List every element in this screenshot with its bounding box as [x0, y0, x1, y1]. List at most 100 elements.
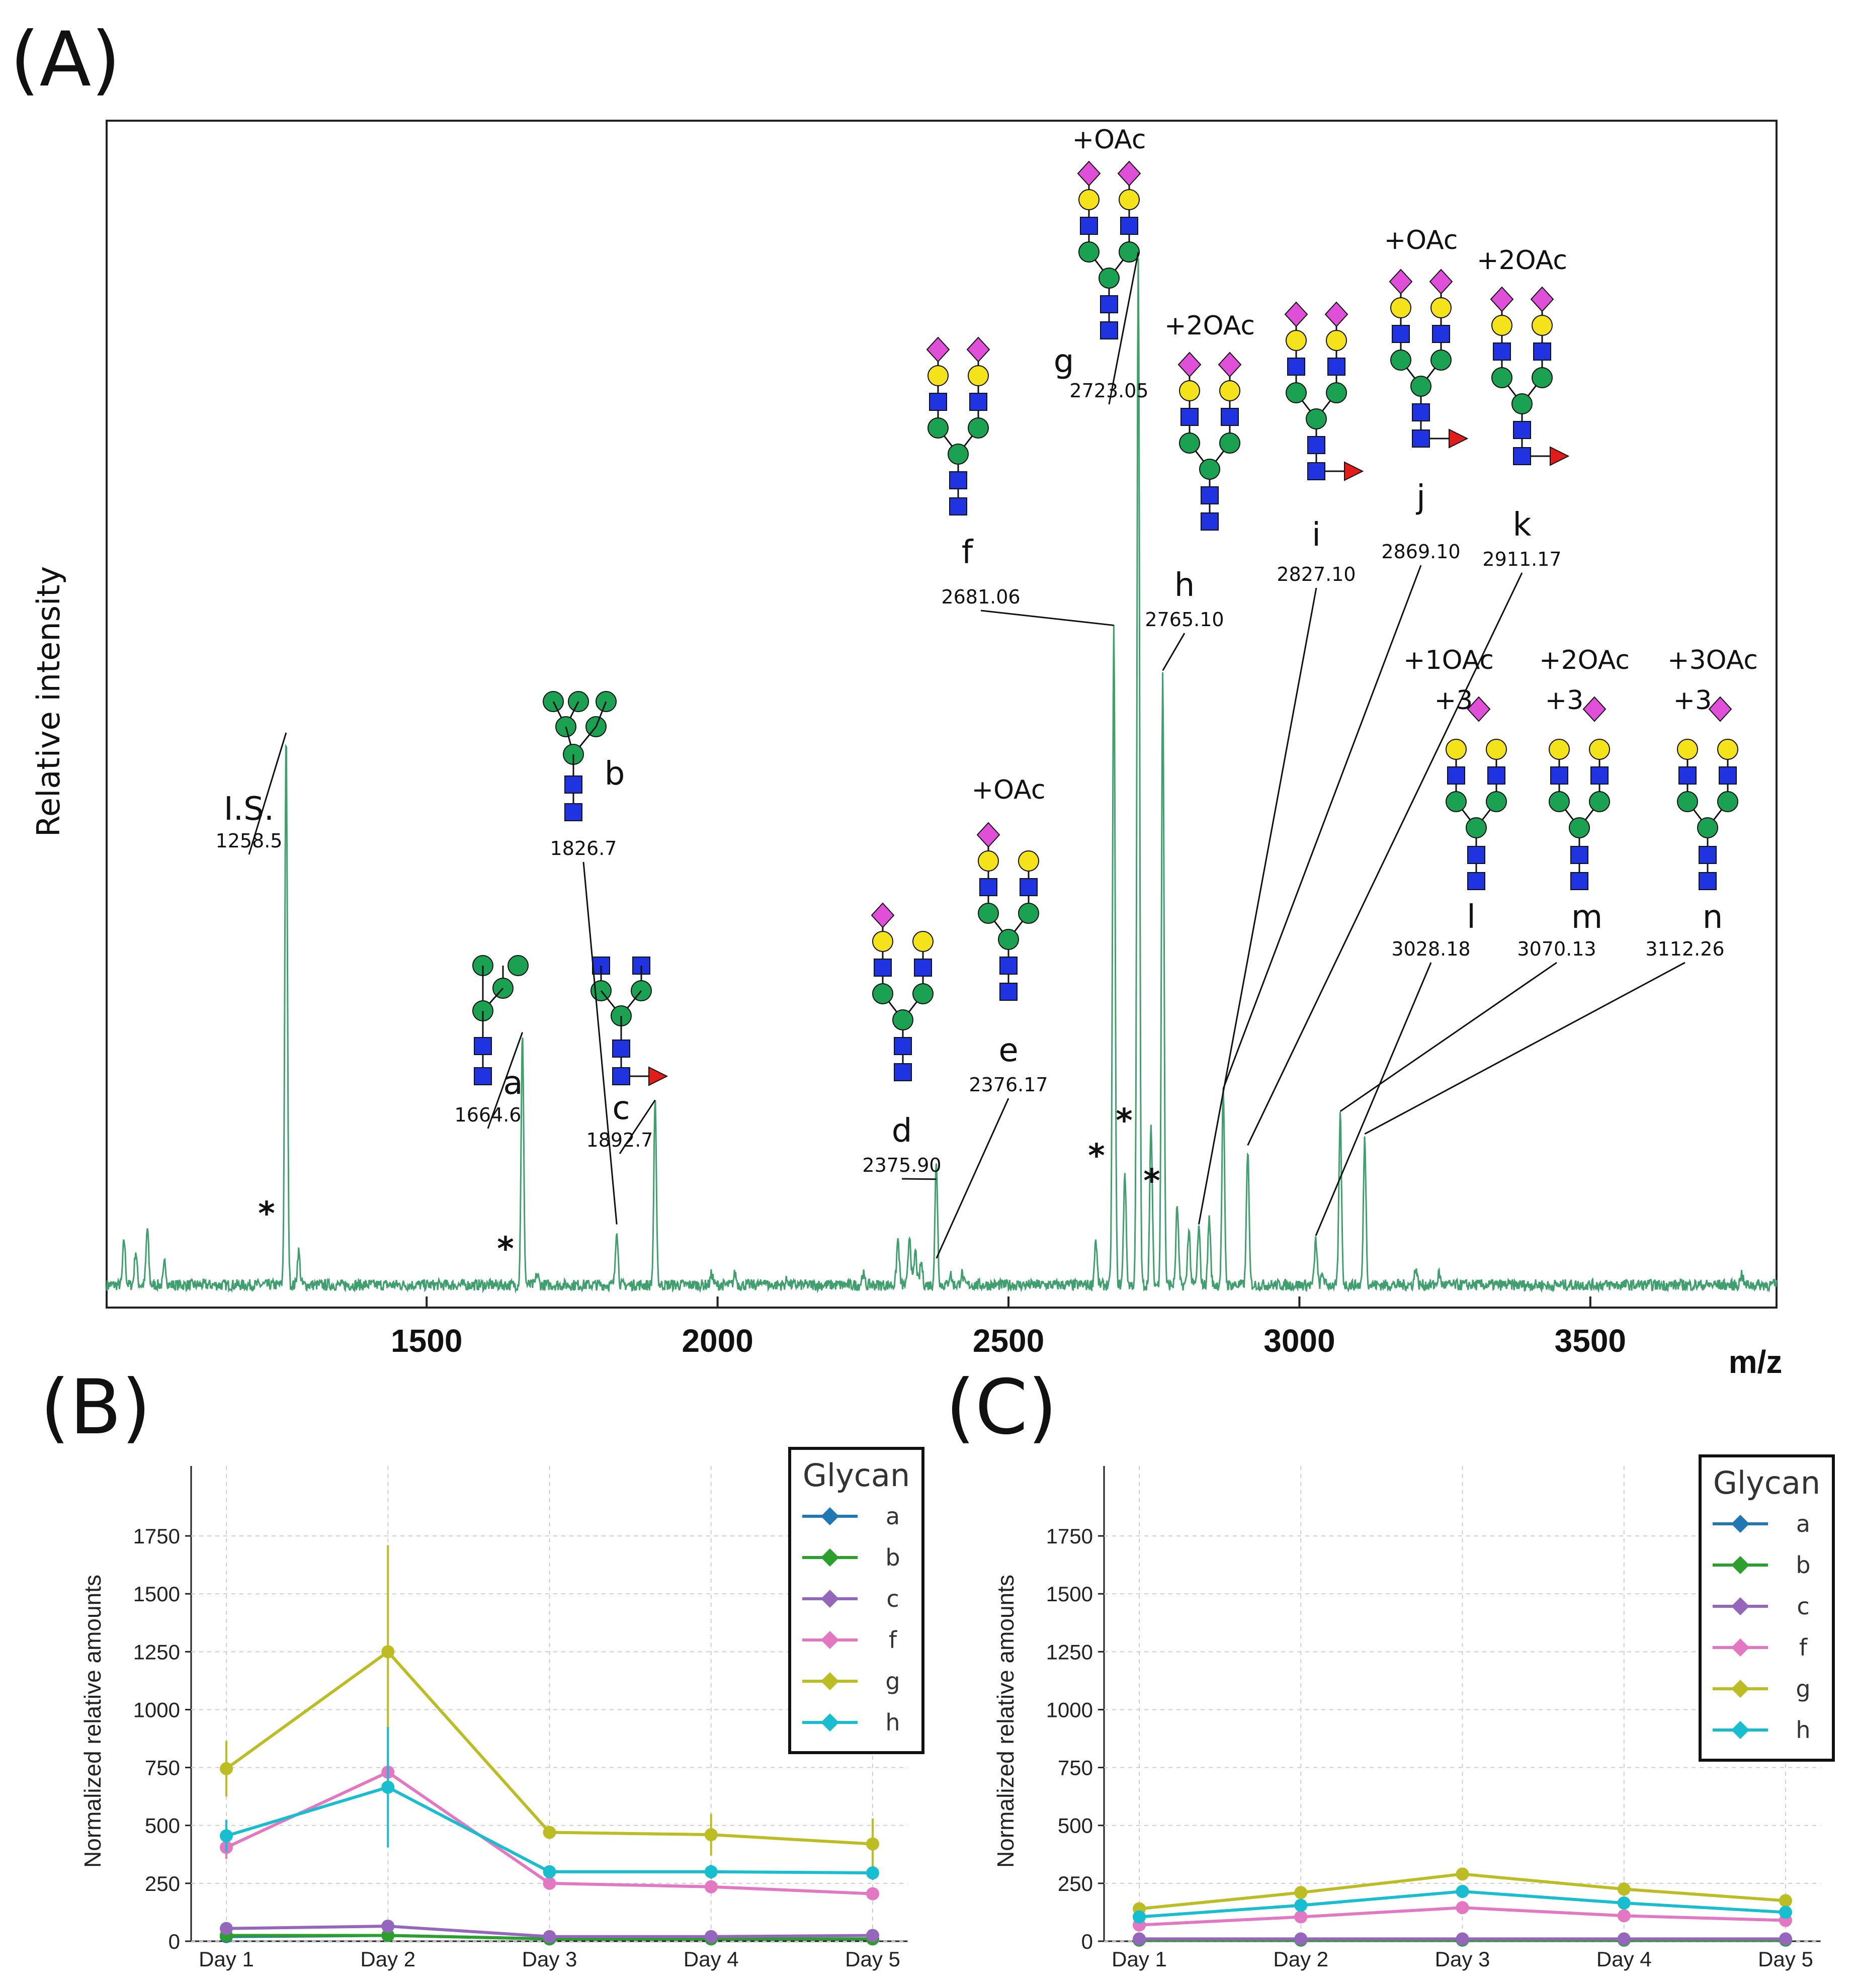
glcnac-square	[1678, 766, 1697, 785]
galactose-circle	[1446, 739, 1467, 760]
peak-leader-line	[980, 610, 1114, 626]
legend-box	[1699, 1454, 1835, 1762]
y-tick-label: 1500	[1046, 1582, 1093, 1606]
peak-mass-label: 2376.17	[969, 1074, 1048, 1096]
modification-label: +3OAc	[1667, 645, 1758, 675]
sialic-diamond	[1284, 301, 1308, 327]
glcnac-square	[1120, 217, 1138, 235]
glcnac-square	[1020, 878, 1038, 896]
data-point-c	[1294, 1932, 1308, 1946]
glcnac-square	[1412, 403, 1430, 421]
peak-mass-label: 2375.90	[862, 1154, 941, 1176]
peak-letter-j: j	[1415, 479, 1425, 516]
peak-leader-line	[936, 1098, 1009, 1259]
data-point-g	[1294, 1886, 1308, 1899]
plus3-label: +3	[1434, 685, 1473, 716]
spectrum-x-tick-label: 1500	[391, 1323, 462, 1359]
galactose-circle	[1486, 739, 1507, 760]
data-point-h	[1779, 1906, 1792, 1919]
modification-label: +1OAc	[1403, 645, 1494, 675]
mannose-circle	[912, 983, 934, 1004]
glcnac-square	[1570, 872, 1588, 890]
legend-item-b: b	[1796, 1551, 1810, 1579]
galactose-circle	[1078, 189, 1100, 210]
peak-letter-g: g	[1054, 343, 1074, 380]
series-h	[220, 1727, 879, 1880]
galactose-circle	[927, 365, 949, 386]
glcnac-square	[612, 1040, 630, 1058]
line-chart-b: 0 250 500 750 1000 1250 1500 1750 Day 1 Day 2 Day …	[79, 1447, 924, 1971]
y-tick-label: 1250	[1046, 1640, 1093, 1664]
glcnac-square	[474, 1037, 492, 1055]
legend-swatch-marker	[1731, 1597, 1749, 1615]
mannose-circle	[1511, 393, 1533, 414]
glcnac-square	[1550, 766, 1568, 785]
modification-label: +OAc	[972, 775, 1046, 805]
glcnac-square	[1392, 325, 1410, 343]
data-point-f	[866, 1887, 879, 1900]
galactose-circle	[1390, 297, 1411, 318]
data-point-h	[543, 1865, 556, 1878]
data-point-c	[704, 1930, 718, 1943]
galactose-circle	[1717, 739, 1738, 760]
peak-letter-n: n	[1703, 899, 1723, 936]
glcnac-square	[1719, 766, 1737, 785]
mannose-circle	[1078, 241, 1100, 263]
galactose-circle	[1532, 315, 1553, 336]
y-tick-label: 1250	[133, 1640, 180, 1664]
data-point-c	[543, 1930, 556, 1943]
fucose-triangle	[1449, 428, 1469, 449]
sialic-diamond	[1467, 696, 1491, 722]
galactose-circle	[872, 931, 893, 952]
data-point-h	[1617, 1896, 1631, 1910]
spectrum-x-tick-label: 2500	[973, 1323, 1044, 1359]
galactose-circle	[1491, 315, 1512, 336]
mannose-circle	[1410, 376, 1431, 397]
mannose-circle	[1018, 903, 1039, 924]
galactose-circle	[1179, 380, 1200, 401]
peak-leader-line	[487, 1032, 524, 1129]
x-tick-label: Day 3	[522, 1947, 577, 1971]
peak-letter-h: h	[1174, 567, 1195, 604]
legend-item-c: c	[886, 1585, 899, 1612]
galactose-circle	[1430, 297, 1452, 318]
galactose-circle	[1549, 739, 1570, 760]
data-point-h	[220, 1829, 233, 1843]
glcnac-square	[1533, 342, 1551, 361]
data-point-g	[866, 1837, 879, 1851]
data-point-c	[381, 1920, 395, 1933]
modification-label: +OAc	[1384, 225, 1458, 255]
glcnac-square	[914, 959, 932, 977]
modification-label: +2OAc	[1477, 245, 1567, 276]
data-point-c	[1617, 1932, 1631, 1946]
data-point-h	[1294, 1898, 1308, 1912]
panel-label-b: (B)	[40, 1364, 151, 1451]
glcnac-square	[999, 983, 1018, 1001]
peak-leader-line	[248, 732, 287, 855]
peak-leader-line	[619, 1099, 656, 1154]
legend-title: Glycan	[803, 1457, 910, 1494]
fucose-triangle	[648, 1066, 668, 1086]
series-h	[1133, 1884, 1792, 1924]
mannose-circle	[1466, 817, 1487, 838]
peak-mass-label: 1664.6	[455, 1104, 522, 1126]
sialic-diamond	[1389, 269, 1413, 295]
data-point-h	[704, 1865, 718, 1878]
glcnac-square	[874, 959, 892, 977]
legend-title: Glycan	[1713, 1464, 1820, 1501]
mannose-circle	[1119, 241, 1140, 263]
galactose-circle	[1219, 380, 1240, 401]
peak-letter-l: l	[1467, 899, 1476, 936]
sialic-diamond	[1582, 696, 1607, 722]
y-axis-label: Normalized relative amounts	[992, 1575, 1019, 1868]
glcnac-square	[1307, 436, 1325, 454]
mannose-circle	[1446, 791, 1467, 812]
spectrum-x-tick-label: 2000	[682, 1323, 753, 1359]
galactose-circle	[1286, 330, 1307, 351]
glcnac-square	[1513, 447, 1531, 465]
mannose-circle	[1532, 367, 1553, 388]
y-tick-label: 250	[1058, 1872, 1093, 1895]
legend-swatch-marker	[1731, 1556, 1749, 1574]
glcnac-square	[949, 471, 967, 489]
